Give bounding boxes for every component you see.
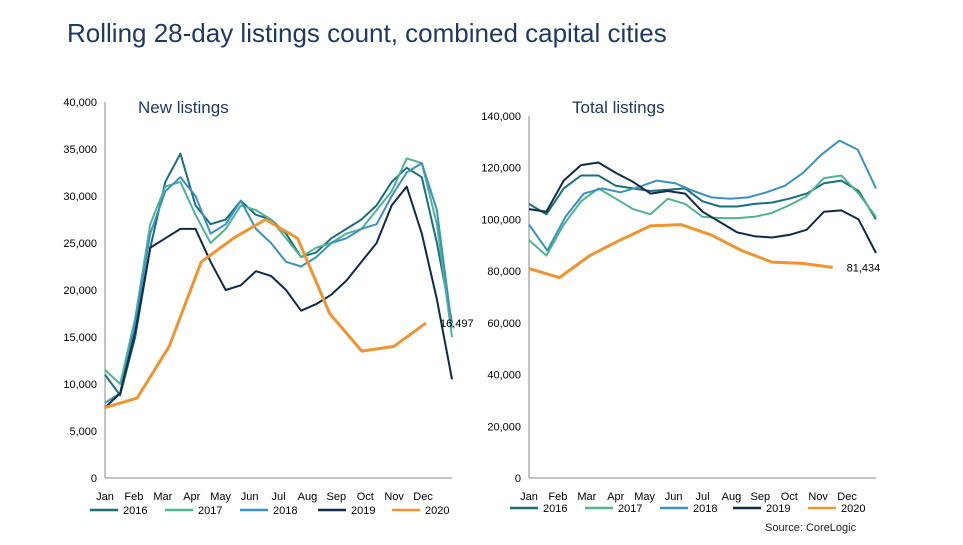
legend-label-2018: 2018 [273,505,297,517]
y-tick-label: 60,000 [487,318,521,330]
series-line-2020 [528,223,833,280]
x-tick-label: Mar [153,491,172,503]
x-tick-label: Nov [808,491,828,503]
legend-label-2017: 2017 [618,503,642,515]
y-tick-label: 5,000 [69,426,97,438]
y-tick-label: 0 [91,473,97,485]
new-listings-panel: New listings 0 5,000 10,000 15,000 20,000 25,0… [63,97,473,517]
y-tick-label: 80,000 [487,266,521,278]
series-line-2019 [528,161,877,254]
series-line-2017 [104,157,453,385]
y-tick-label: 20,000 [63,285,97,297]
latest-value-label: 81,434 [847,262,881,274]
legend-label-2016: 2016 [543,503,567,515]
y-tick-label: 20,000 [487,421,521,433]
series-line-2017 [528,174,877,257]
series-line-2016 [528,174,877,220]
x-tick-label: Apr [607,491,624,503]
x-tick-label: Dec [413,491,433,503]
source-note: Source: CoreLogic [765,522,857,534]
legend-label-2017: 2017 [198,505,222,517]
legend-label-2019: 2019 [351,505,375,517]
y-tick-label: 30,000 [63,191,97,203]
series-line-2018 [528,139,877,252]
page-title: Rolling 28-day listings count, combined … [67,18,667,48]
x-tick-label: Feb [124,491,143,503]
series-line-2019 [104,185,453,409]
x-tick-label: Sep [751,491,771,503]
y-tick-label: 35,000 [63,144,97,156]
x-tick-label: Jul [271,491,285,503]
series-line-2016 [104,152,453,397]
series-line-2018 [104,162,453,404]
panel-title: Total listings [572,98,665,117]
x-tick-label: Jun [241,491,259,503]
panel-title: New listings [138,98,229,117]
x-tick-label: Jan [96,491,114,503]
total-listings-panel: Total listings 0 20,000 40,000 60,000 80,000 1… [481,98,880,515]
y-tick-label: 25,000 [63,238,97,250]
x-tick-label: Nov [384,491,404,503]
legend-label-2020: 2020 [425,505,449,517]
x-tick-label: May [210,491,231,503]
x-tick-label: Oct [357,491,374,503]
legend-label-2020: 2020 [841,503,865,515]
x-tick-label: Dec [837,491,857,503]
x-tick-label: Oct [781,491,798,503]
y-tick-label: 140,000 [481,111,521,123]
legend-label-2016: 2016 [123,505,147,517]
y-tick-label: 40,000 [63,97,97,109]
x-tick-label: Jan [520,491,538,503]
x-tick-label: Aug [722,491,742,503]
y-tick-label: 15,000 [63,332,97,344]
legend-label-2019: 2019 [766,503,790,515]
y-tick-label: 40,000 [487,370,521,382]
x-tick-label: Aug [298,491,318,503]
x-tick-label: Sep [327,491,347,503]
x-tick-label: Apr [183,491,200,503]
x-tick-label: Jul [695,491,709,503]
latest-value-label: 16,497 [440,318,474,330]
y-tick-label: 100,000 [481,214,521,226]
x-tick-label: May [634,491,655,503]
y-tick-label: 120,000 [481,163,521,175]
x-tick-label: Feb [548,491,567,503]
series-line-2020 [104,218,427,409]
y-tick-label: 10,000 [63,379,97,391]
x-tick-label: Mar [577,491,596,503]
legend-label-2018: 2018 [693,503,717,515]
x-tick-label: Jun [665,491,683,503]
y-tick-label: 0 [515,473,521,485]
